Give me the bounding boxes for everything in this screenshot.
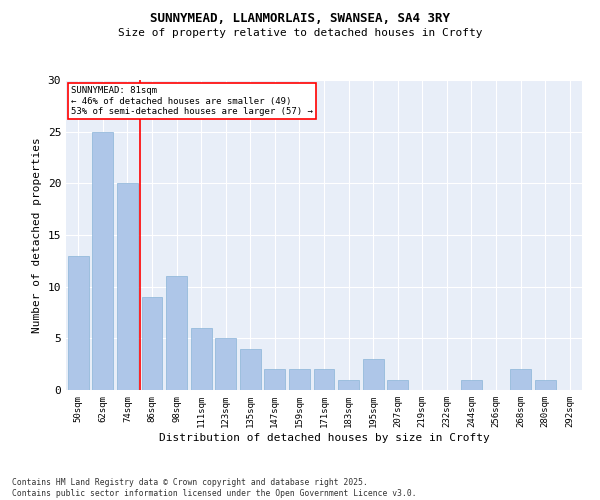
Bar <box>92 132 113 390</box>
Bar <box>362 359 383 390</box>
Bar <box>240 348 261 390</box>
Bar <box>535 380 556 390</box>
Bar <box>117 184 138 390</box>
Bar <box>510 370 531 390</box>
Bar <box>387 380 408 390</box>
Y-axis label: Number of detached properties: Number of detached properties <box>32 137 42 333</box>
Bar <box>68 256 89 390</box>
Bar <box>314 370 334 390</box>
Bar <box>289 370 310 390</box>
Text: SUNNYMEAD: 81sqm
← 46% of detached houses are smaller (49)
53% of semi-detached : SUNNYMEAD: 81sqm ← 46% of detached house… <box>71 86 313 116</box>
Bar <box>265 370 286 390</box>
Bar <box>142 297 163 390</box>
Bar <box>461 380 482 390</box>
Bar <box>191 328 212 390</box>
Bar <box>338 380 359 390</box>
Bar <box>166 276 187 390</box>
X-axis label: Distribution of detached houses by size in Crofty: Distribution of detached houses by size … <box>158 432 490 442</box>
Text: Contains HM Land Registry data © Crown copyright and database right 2025.
Contai: Contains HM Land Registry data © Crown c… <box>12 478 416 498</box>
Text: SUNNYMEAD, LLANMORLAIS, SWANSEA, SA4 3RY: SUNNYMEAD, LLANMORLAIS, SWANSEA, SA4 3RY <box>150 12 450 26</box>
Text: Size of property relative to detached houses in Crofty: Size of property relative to detached ho… <box>118 28 482 38</box>
Bar <box>215 338 236 390</box>
